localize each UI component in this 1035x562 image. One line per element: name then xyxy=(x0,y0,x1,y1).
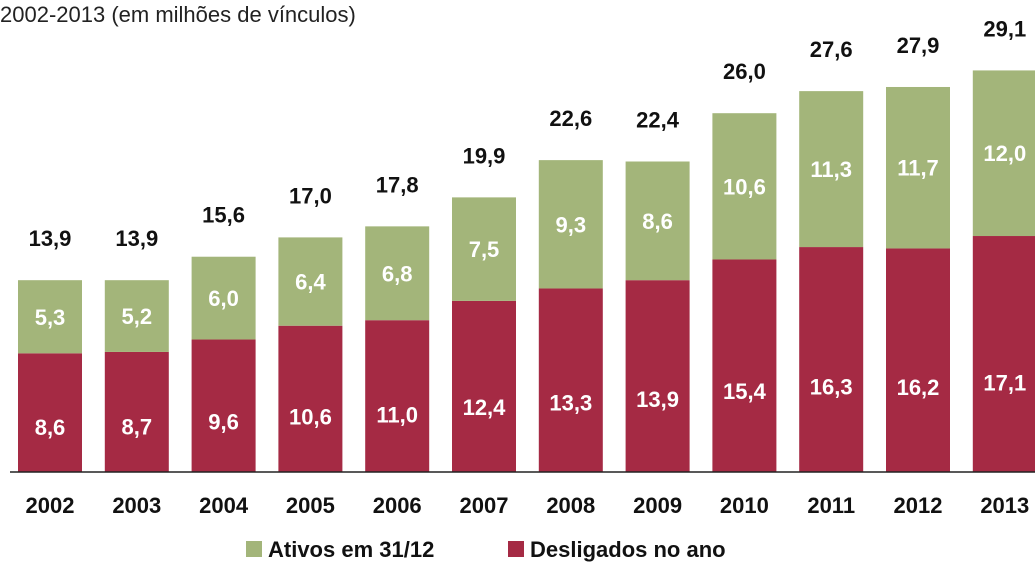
x-tick-label: 2007 xyxy=(460,493,509,518)
bar-segment xyxy=(538,160,603,289)
bar-segment xyxy=(278,237,343,326)
value-label: 17,1 xyxy=(983,370,1026,395)
bar-segment xyxy=(18,353,82,472)
x-tick-label: 2009 xyxy=(633,493,682,518)
value-label: 12,0 xyxy=(983,141,1026,166)
total-label: 15,6 xyxy=(202,203,245,228)
bar-segment xyxy=(104,351,169,472)
value-label: 8,6 xyxy=(35,415,66,440)
x-tick-label: 2002 xyxy=(26,493,75,518)
total-label: 27,9 xyxy=(897,33,940,58)
bar-segment xyxy=(191,339,256,472)
bar-segment xyxy=(972,236,1035,472)
bar-segment xyxy=(799,247,864,472)
bar-segment xyxy=(886,248,950,472)
bar-segment xyxy=(799,91,864,248)
bar-segment xyxy=(104,280,169,352)
value-label: 9,3 xyxy=(556,212,587,237)
bar-segment xyxy=(538,288,603,472)
total-label: 17,0 xyxy=(289,183,332,208)
total-label: 27,6 xyxy=(810,37,853,62)
bar-segment xyxy=(365,320,430,472)
total-label: 13,9 xyxy=(115,226,158,251)
bar-segment xyxy=(452,300,516,472)
value-label: 6,4 xyxy=(295,270,326,295)
x-tick-label: 2013 xyxy=(980,493,1029,518)
x-tick-label: 2012 xyxy=(894,493,943,518)
total-label: 29,1 xyxy=(983,16,1026,41)
bar-segment xyxy=(712,259,777,472)
legend-label: Desligados no ano xyxy=(530,537,726,562)
value-label: 6,8 xyxy=(382,261,413,286)
value-label: 11,3 xyxy=(810,157,852,182)
bar-segment xyxy=(278,325,343,472)
legend-swatch xyxy=(246,541,262,557)
bar-segment xyxy=(365,226,430,321)
value-label: 16,3 xyxy=(810,375,853,400)
bar-segment xyxy=(18,280,82,354)
total-label: 26,0 xyxy=(723,59,766,84)
x-tick-label: 2010 xyxy=(720,493,769,518)
value-label: 10,6 xyxy=(723,174,766,199)
value-label: 15,4 xyxy=(723,379,767,404)
value-label: 5,2 xyxy=(122,304,153,329)
total-label: 22,4 xyxy=(636,108,680,133)
value-label: 11,0 xyxy=(376,402,418,427)
value-label: 16,2 xyxy=(897,375,940,400)
value-label: 11,7 xyxy=(897,156,939,181)
x-tick-label: 2003 xyxy=(112,493,161,518)
x-tick-label: 2005 xyxy=(286,493,335,518)
x-tick-label: 2011 xyxy=(807,493,855,518)
total-label: 19,9 xyxy=(463,143,506,168)
bar-segment xyxy=(452,197,516,301)
bar-segment xyxy=(625,280,690,472)
value-label: 8,7 xyxy=(122,414,153,439)
value-label: 13,9 xyxy=(636,387,679,412)
x-tick-label: 2006 xyxy=(373,493,422,518)
value-label: 10,6 xyxy=(289,404,332,429)
bar-segment xyxy=(712,113,777,260)
bar-segment xyxy=(972,70,1035,237)
bar-segment xyxy=(625,161,690,281)
bar-segment xyxy=(886,86,950,249)
total-label: 13,9 xyxy=(29,226,72,251)
value-label: 6,0 xyxy=(208,286,239,311)
bar-segment xyxy=(191,256,256,340)
chart-subtitle: 2002-2013 (em milhões de vínculos) xyxy=(0,2,356,27)
legend-label: Ativos em 31/12 xyxy=(268,537,434,562)
value-label: 8,6 xyxy=(642,209,673,234)
value-label: 9,6 xyxy=(208,410,239,435)
value-label: 5,3 xyxy=(35,305,66,330)
x-tick-label: 2008 xyxy=(546,493,595,518)
total-label: 17,8 xyxy=(376,172,419,197)
value-label: 13,3 xyxy=(549,390,592,415)
value-label: 7,5 xyxy=(469,237,500,262)
legend-swatch xyxy=(508,541,524,557)
x-tick-label: 2004 xyxy=(199,493,249,518)
value-label: 12,4 xyxy=(463,395,507,420)
total-label: 22,6 xyxy=(549,106,592,131)
